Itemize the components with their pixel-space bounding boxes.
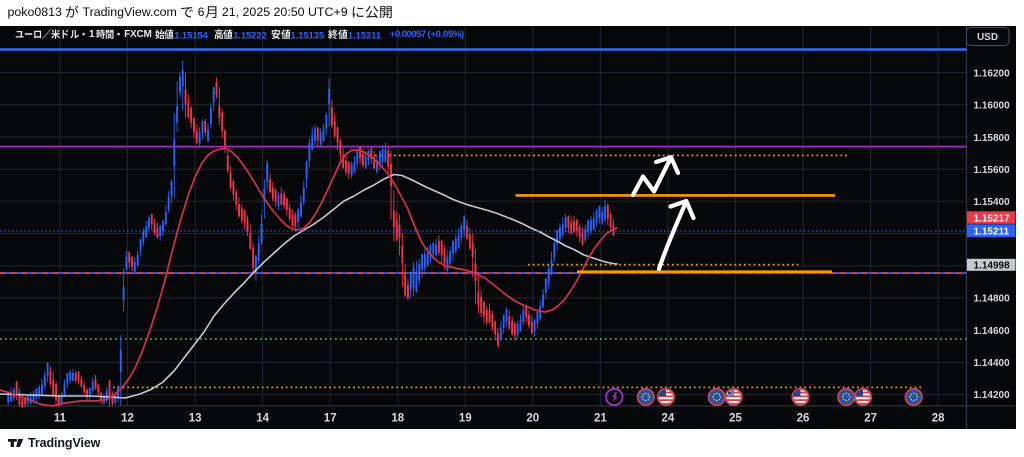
svg-text:25: 25 [729, 413, 742, 425]
svg-text:20: 20 [526, 413, 539, 425]
svg-text:11: 11 [54, 413, 67, 425]
svg-text:13: 13 [189, 413, 202, 425]
svg-text:18: 18 [391, 413, 404, 425]
svg-text:1.15211: 1.15211 [974, 227, 1010, 238]
svg-text:17: 17 [324, 413, 337, 425]
svg-text:1.14400: 1.14400 [974, 358, 1011, 369]
svg-text:27: 27 [864, 413, 877, 425]
svg-text:1.15400: 1.15400 [974, 197, 1011, 208]
svg-text:1.16200: 1.16200 [974, 68, 1011, 79]
svg-text:1.14200: 1.14200 [974, 390, 1011, 401]
svg-text:14: 14 [256, 413, 269, 425]
svg-text:1.14998: 1.14998 [974, 261, 1011, 272]
svg-text:USD: USD [977, 32, 998, 43]
svg-text:28: 28 [932, 413, 945, 425]
svg-text:1.15217: 1.15217 [974, 213, 1011, 224]
svg-text:24: 24 [662, 413, 675, 425]
svg-text:12: 12 [121, 413, 134, 425]
svg-text:21: 21 [594, 413, 607, 425]
svg-text:1.15600: 1.15600 [974, 165, 1011, 176]
svg-text:26: 26 [797, 413, 810, 425]
svg-text:1.14800: 1.14800 [974, 294, 1011, 305]
svg-text:1.15800: 1.15800 [974, 133, 1011, 144]
svg-text:1.16000: 1.16000 [974, 101, 1011, 112]
svg-text:19: 19 [459, 413, 472, 425]
svg-text:1.14600: 1.14600 [974, 326, 1011, 337]
